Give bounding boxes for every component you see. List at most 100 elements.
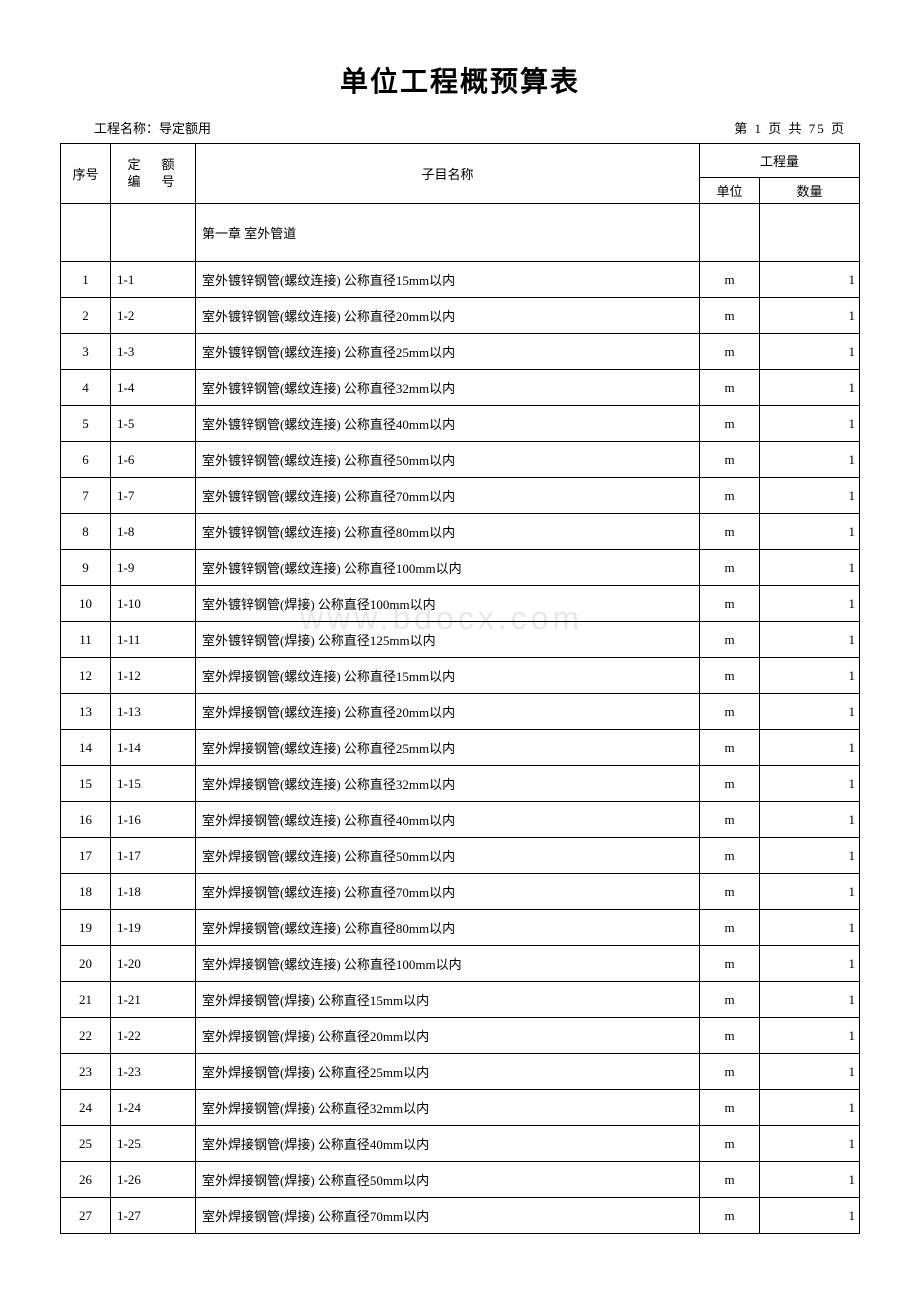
table-row: 271-27室外焊接钢管(焊接) 公称直径70mm以内m1 xyxy=(61,1198,860,1234)
document-page: 单位工程概预算表 工程名称：导定额用 第 1 页 共 75 页 www.bdoc… xyxy=(60,60,860,1234)
cell-name: 室外焊接钢管(螺纹连接) 公称直径15mm以内 xyxy=(196,658,700,694)
cell-name: 室外焊接钢管(焊接) 公称直径25mm以内 xyxy=(196,1054,700,1090)
cell-unit: m xyxy=(700,694,760,730)
cell-code: 1-15 xyxy=(111,766,196,802)
cell-unit: m xyxy=(700,1018,760,1054)
cell-qty: 1 xyxy=(760,910,860,946)
cell-seq: 3 xyxy=(61,334,111,370)
cell-qty: 1 xyxy=(760,406,860,442)
cell-name: 室外焊接钢管(焊接) 公称直径70mm以内 xyxy=(196,1198,700,1234)
page-title: 单位工程概预算表 xyxy=(60,60,860,100)
cell-seq: 1 xyxy=(61,262,111,298)
section-unit xyxy=(700,204,760,262)
section-code xyxy=(111,204,196,262)
cell-unit: m xyxy=(700,586,760,622)
cell-qty: 1 xyxy=(760,766,860,802)
cell-seq: 17 xyxy=(61,838,111,874)
cell-name: 室外镀锌钢管(焊接) 公称直径125mm以内 xyxy=(196,622,700,658)
cell-qty: 1 xyxy=(760,1090,860,1126)
table-row: 151-15室外焊接钢管(螺纹连接) 公称直径32mm以内m1 xyxy=(61,766,860,802)
cell-seq: 2 xyxy=(61,298,111,334)
table-row: 61-6室外镀锌钢管(螺纹连接) 公称直径50mm以内m1 xyxy=(61,442,860,478)
cell-code: 1-12 xyxy=(111,658,196,694)
cell-unit: m xyxy=(700,838,760,874)
table-header: 序号 定 额 编 号 子目名称 工程量 单位 数量 xyxy=(61,144,860,204)
cell-name: 室外焊接钢管(焊接) 公称直径20mm以内 xyxy=(196,1018,700,1054)
cell-code: 1-19 xyxy=(111,910,196,946)
cell-qty: 1 xyxy=(760,478,860,514)
page-info: 第 1 页 共 75 页 xyxy=(734,118,856,137)
header-code: 定 额 编 号 xyxy=(111,144,196,204)
cell-code: 1-24 xyxy=(111,1090,196,1126)
cell-unit: m xyxy=(700,982,760,1018)
cell-qty: 1 xyxy=(760,946,860,982)
cell-code: 1-14 xyxy=(111,730,196,766)
cell-unit: m xyxy=(700,1054,760,1090)
table-row: 211-21室外焊接钢管(焊接) 公称直径15mm以内m1 xyxy=(61,982,860,1018)
table-row: 261-26室外焊接钢管(焊接) 公称直径50mm以内m1 xyxy=(61,1162,860,1198)
cell-code: 1-21 xyxy=(111,982,196,1018)
table-row: 191-19室外焊接钢管(螺纹连接) 公称直径80mm以内m1 xyxy=(61,910,860,946)
section-qty xyxy=(760,204,860,262)
cell-unit: m xyxy=(700,442,760,478)
cell-code: 1-22 xyxy=(111,1018,196,1054)
cell-seq: 14 xyxy=(61,730,111,766)
table-row: 111-11室外镀锌钢管(焊接) 公称直径125mm以内m1 xyxy=(61,622,860,658)
header-unit: 单位 xyxy=(700,178,760,204)
table-row: 41-4室外镀锌钢管(螺纹连接) 公称直径32mm以内m1 xyxy=(61,370,860,406)
cell-name: 室外焊接钢管(螺纹连接) 公称直径40mm以内 xyxy=(196,802,700,838)
cell-code: 1-1 xyxy=(111,262,196,298)
header-qty: 数量 xyxy=(760,178,860,204)
cell-qty: 1 xyxy=(760,442,860,478)
cell-code: 1-23 xyxy=(111,1054,196,1090)
cell-name: 室外焊接钢管(焊接) 公称直径40mm以内 xyxy=(196,1126,700,1162)
cell-qty: 1 xyxy=(760,1018,860,1054)
project-value: 导定额用 xyxy=(159,121,211,136)
cell-unit: m xyxy=(700,334,760,370)
cell-unit: m xyxy=(700,766,760,802)
cell-name: 室外镀锌钢管(焊接) 公称直径100mm以内 xyxy=(196,586,700,622)
cell-seq: 27 xyxy=(61,1198,111,1234)
cell-qty: 1 xyxy=(760,802,860,838)
cell-code: 1-3 xyxy=(111,334,196,370)
cell-code: 1-17 xyxy=(111,838,196,874)
table-row: 181-18室外焊接钢管(螺纹连接) 公称直径70mm以内m1 xyxy=(61,874,860,910)
cell-name: 室外镀锌钢管(螺纹连接) 公称直径40mm以内 xyxy=(196,406,700,442)
table-row: 131-13室外焊接钢管(螺纹连接) 公称直径20mm以内m1 xyxy=(61,694,860,730)
cell-unit: m xyxy=(700,514,760,550)
table-row: 141-14室外焊接钢管(螺纹连接) 公称直径25mm以内m1 xyxy=(61,730,860,766)
table-row: 121-12室外焊接钢管(螺纹连接) 公称直径15mm以内m1 xyxy=(61,658,860,694)
cell-code: 1-2 xyxy=(111,298,196,334)
table-body: 第一章 室外管道 11-1室外镀锌钢管(螺纹连接) 公称直径15mm以内m121… xyxy=(61,204,860,1234)
cell-unit: m xyxy=(700,1126,760,1162)
cell-seq: 22 xyxy=(61,1018,111,1054)
cell-qty: 1 xyxy=(760,694,860,730)
cell-name: 室外焊接钢管(螺纹连接) 公称直径80mm以内 xyxy=(196,910,700,946)
cell-qty: 1 xyxy=(760,982,860,1018)
cell-unit: m xyxy=(700,910,760,946)
cell-unit: m xyxy=(700,658,760,694)
cell-unit: m xyxy=(700,262,760,298)
cell-name: 室外焊接钢管(螺纹连接) 公称直径70mm以内 xyxy=(196,874,700,910)
project-name: 工程名称：导定额用 xyxy=(64,118,211,137)
table-row: 241-24室外焊接钢管(焊接) 公称直径32mm以内m1 xyxy=(61,1090,860,1126)
cell-seq: 11 xyxy=(61,622,111,658)
cell-seq: 6 xyxy=(61,442,111,478)
cell-seq: 8 xyxy=(61,514,111,550)
cell-qty: 1 xyxy=(760,622,860,658)
cell-qty: 1 xyxy=(760,1162,860,1198)
table-row: 51-5室外镀锌钢管(螺纹连接) 公称直径40mm以内m1 xyxy=(61,406,860,442)
table-row: 31-3室外镀锌钢管(螺纹连接) 公称直径25mm以内m1 xyxy=(61,334,860,370)
cell-qty: 1 xyxy=(760,1198,860,1234)
cell-code: 1-13 xyxy=(111,694,196,730)
cell-seq: 10 xyxy=(61,586,111,622)
cell-qty: 1 xyxy=(760,334,860,370)
cell-unit: m xyxy=(700,730,760,766)
cell-qty: 1 xyxy=(760,658,860,694)
cell-name: 室外镀锌钢管(螺纹连接) 公称直径80mm以内 xyxy=(196,514,700,550)
cell-name: 室外焊接钢管(螺纹连接) 公称直径20mm以内 xyxy=(196,694,700,730)
cell-qty: 1 xyxy=(760,838,860,874)
cell-unit: m xyxy=(700,622,760,658)
cell-seq: 5 xyxy=(61,406,111,442)
cell-name: 室外焊接钢管(螺纹连接) 公称直径32mm以内 xyxy=(196,766,700,802)
